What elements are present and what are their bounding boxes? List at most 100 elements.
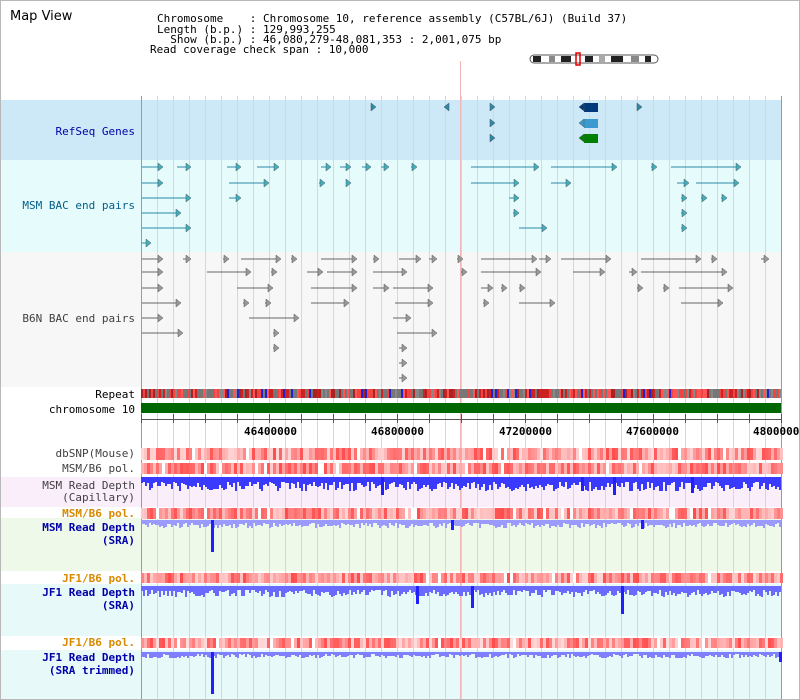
read-depth-bar xyxy=(257,477,259,482)
read-depth-bar xyxy=(339,520,341,528)
polymorphism-cell xyxy=(591,448,594,460)
read-depth-bar xyxy=(687,477,689,483)
polymorphism-cell xyxy=(360,448,363,460)
read-depth-bar xyxy=(603,586,605,596)
polymorphism-cell xyxy=(582,638,585,648)
polymorphism-cell xyxy=(564,463,567,474)
repeat-segment xyxy=(673,389,675,398)
polymorphism-cell xyxy=(690,573,693,583)
polymorphism-cell xyxy=(279,573,282,583)
polymorphism-cell xyxy=(732,508,735,519)
read-depth-bar xyxy=(313,520,315,523)
read-depth-bar xyxy=(743,586,745,594)
repeat-segment xyxy=(235,389,237,398)
polymorphism-cell xyxy=(237,638,240,648)
repeat-segment xyxy=(251,389,253,398)
polymorphism-cell xyxy=(216,573,219,583)
read-depth-bar xyxy=(143,477,145,482)
read-depth-bar xyxy=(713,477,715,486)
read-depth-bar xyxy=(533,652,535,658)
read-depth-bar xyxy=(505,586,507,593)
repeat-segment xyxy=(543,389,545,398)
read-depth-bar xyxy=(771,586,773,596)
read-depth-bar xyxy=(147,520,149,527)
read-depth-bar xyxy=(767,652,769,655)
polymorphism-cell xyxy=(573,638,576,648)
read-depth-bar xyxy=(239,652,241,654)
polymorphism-cell xyxy=(474,463,477,474)
read-depth-bar xyxy=(345,652,347,657)
polymorphism-cell xyxy=(309,463,312,474)
read-depth-bar xyxy=(319,477,321,486)
polymorphism-cell xyxy=(630,638,633,648)
polymorphism-cell xyxy=(591,508,594,519)
read-depth-bar xyxy=(167,586,169,596)
read-depth-bar xyxy=(313,586,315,590)
read-depth-bar xyxy=(295,652,297,656)
read-depth-bar xyxy=(495,586,497,595)
polymorphism-cell xyxy=(330,638,333,648)
polymorphism-cell xyxy=(303,463,306,474)
polymorphism-cell xyxy=(456,573,459,583)
repeat-segment xyxy=(245,389,247,398)
polymorphism-cell xyxy=(654,638,657,648)
read-depth-bar xyxy=(689,477,691,483)
polymorphism-cell xyxy=(606,508,609,519)
polymorphism-cell xyxy=(465,463,468,474)
repeat-segment xyxy=(745,389,747,398)
b6n-bac-end-marker xyxy=(401,267,408,277)
read-depth-bar xyxy=(607,586,609,593)
read-depth-bar xyxy=(763,477,765,483)
polymorphism-cell xyxy=(600,463,603,474)
read-depth-bar xyxy=(775,586,777,592)
polymorphism-cell xyxy=(747,508,750,519)
read-depth-bar xyxy=(633,520,635,527)
read-depth-bar xyxy=(595,477,597,487)
read-depth-bar xyxy=(549,586,551,590)
read-depth-bar xyxy=(507,586,509,595)
read-depth-bar xyxy=(341,586,343,596)
repeat-segment xyxy=(301,389,303,398)
read-depth-bar xyxy=(723,652,725,657)
read-depth-bar xyxy=(741,520,743,527)
read-depth-bar xyxy=(245,652,247,657)
b6n-bac-end-marker xyxy=(157,283,164,293)
read-depth-bar xyxy=(573,520,575,525)
repeat-segment xyxy=(733,389,735,398)
read-depth-bar xyxy=(523,652,525,655)
repeat-segment xyxy=(333,389,335,398)
read-depth-bar xyxy=(201,652,203,654)
read-depth-bar xyxy=(411,586,413,593)
polymorphism-cell xyxy=(546,508,549,519)
read-depth-bar xyxy=(323,652,325,656)
polymorphism-cell xyxy=(432,463,435,474)
read-depth-bar xyxy=(245,586,247,590)
read-depth-bar xyxy=(161,520,163,526)
read-depth-bar xyxy=(201,586,203,595)
read-depth-bar xyxy=(719,477,721,486)
polymorphism-cell xyxy=(207,463,210,474)
polymorphism-cell xyxy=(174,508,177,519)
polymorphism-cell xyxy=(699,448,702,460)
read-depth-bar xyxy=(713,520,715,523)
polymorphism-cell xyxy=(612,448,615,460)
read-depth-bar xyxy=(717,520,719,525)
polymorphism-cell xyxy=(738,448,741,460)
read-depth-bar xyxy=(443,477,445,482)
read-depth-bar xyxy=(291,652,293,655)
repeat-segment xyxy=(399,389,401,398)
polymorphism-cell xyxy=(615,463,618,474)
read-depth-bar xyxy=(497,477,499,489)
polymorphism-cell xyxy=(582,448,585,460)
polymorphism-cell xyxy=(504,508,507,519)
read-depth-bar xyxy=(445,652,447,657)
read-depth-bar xyxy=(575,477,577,485)
read-depth-bar xyxy=(365,652,367,657)
repeat-segment xyxy=(561,389,563,398)
read-depth-bar xyxy=(203,520,205,527)
repeat-segment xyxy=(767,389,769,398)
msm-b6-pol-label: MSM/B6 pol. xyxy=(62,462,135,475)
polymorphism-cell xyxy=(174,573,177,583)
polymorphism-cell xyxy=(423,448,426,460)
